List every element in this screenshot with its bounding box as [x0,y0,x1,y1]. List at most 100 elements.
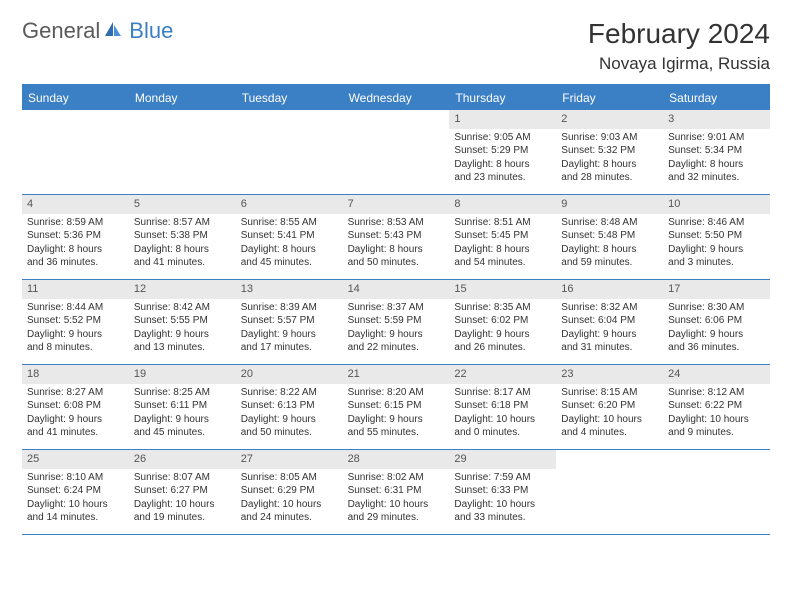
day-number: 26 [129,450,236,469]
day-number: 25 [22,450,129,469]
daylight-line: and 50 minutes. [241,426,338,440]
daylight-line: Daylight: 10 hours [241,498,338,512]
day-number: 21 [343,365,450,384]
daylight-line: and 13 minutes. [134,341,231,355]
day-cell: 4Sunrise: 8:59 AMSunset: 5:36 PMDaylight… [22,195,129,279]
daylight-line: Daylight: 8 hours [454,243,551,257]
sunset-line: Sunset: 6:04 PM [561,314,658,328]
daylight-line: Daylight: 10 hours [561,413,658,427]
brand-part2: Blue [129,18,173,44]
sail-icon [103,18,123,44]
day-cell: 7Sunrise: 8:53 AMSunset: 5:43 PMDaylight… [343,195,450,279]
daylight-line: and 22 minutes. [348,341,445,355]
daylight-line: Daylight: 9 hours [241,413,338,427]
sunrise-line: Sunrise: 9:03 AM [561,131,658,145]
sunset-line: Sunset: 5:41 PM [241,229,338,243]
daylight-line: and 9 minutes. [668,426,765,440]
daylight-line: and 19 minutes. [134,511,231,525]
sunset-line: Sunset: 6:29 PM [241,484,338,498]
sunset-line: Sunset: 5:57 PM [241,314,338,328]
day-cell: 17Sunrise: 8:30 AMSunset: 6:06 PMDayligh… [663,280,770,364]
day-number: 23 [556,365,663,384]
day-cell: 11Sunrise: 8:44 AMSunset: 5:52 PMDayligh… [22,280,129,364]
sunrise-line: Sunrise: 8:51 AM [454,216,551,230]
day-cell: 27Sunrise: 8:05 AMSunset: 6:29 PMDayligh… [236,450,343,534]
sunrise-line: Sunrise: 8:46 AM [668,216,765,230]
daylight-line: Daylight: 8 hours [27,243,124,257]
calendar-page: General Blue February 2024 Novaya Igirma… [0,0,792,553]
day-cell [663,450,770,534]
day-cell: 5Sunrise: 8:57 AMSunset: 5:38 PMDaylight… [129,195,236,279]
daylight-line: and 45 minutes. [134,426,231,440]
day-cell: 3Sunrise: 9:01 AMSunset: 5:34 PMDaylight… [663,110,770,194]
day-cell: 13Sunrise: 8:39 AMSunset: 5:57 PMDayligh… [236,280,343,364]
sunrise-line: Sunrise: 8:20 AM [348,386,445,400]
sunrise-line: Sunrise: 8:53 AM [348,216,445,230]
sunrise-line: Sunrise: 8:22 AM [241,386,338,400]
daylight-line: and 33 minutes. [454,511,551,525]
day-cell: 25Sunrise: 8:10 AMSunset: 6:24 PMDayligh… [22,450,129,534]
day-number: 13 [236,280,343,299]
daylight-line: Daylight: 8 hours [668,158,765,172]
day-number: 24 [663,365,770,384]
week-row: 11 Sunrise: 8:44 AMSunset: 5:52 PM Dayligh… [22,280,770,365]
day-number: 16 [556,280,663,299]
day-number: 3 [663,110,770,129]
daylight-line: and 17 minutes. [241,341,338,355]
day-number: 29 [449,450,556,469]
weeks-container: 1Sunrise: 9:05 AMSunset: 5:29 PMDaylight… [22,110,770,535]
header: General Blue February 2024 Novaya Igirma… [22,18,770,74]
week-row: 25Sunrise: 8:10 AMSunset: 6:24 PMDayligh… [22,450,770,535]
sunset-line: Sunset: 6:08 PM [27,399,124,413]
sunset-line: Sunset: 5:59 PM [348,314,445,328]
sunrise-line: Sunrise: 8:30 AM [668,301,765,315]
day-number: 27 [236,450,343,469]
week-row: 4Sunrise: 8:59 AMSunset: 5:36 PMDaylight… [22,195,770,280]
day-cell: 20Sunrise: 8:22 AMSunset: 6:13 PMDayligh… [236,365,343,449]
location-label: Novaya Igirma, Russia [588,54,770,74]
daylight-line: and 24 minutes. [241,511,338,525]
sunrise-line: Sunrise: 8:44 AM [27,301,124,315]
weekday-header: Friday [556,86,663,110]
day-cell [556,450,663,534]
sunset-line: Sunset: 5:43 PM [348,229,445,243]
day-cell: 28Sunrise: 8:02 AMSunset: 6:31 PMDayligh… [343,450,450,534]
day-number: 6 [236,195,343,214]
day-number: 9 [556,195,663,214]
sunset-line: Sunset: 6:02 PM [454,314,551,328]
sunset-line: Sunset: 6:11 PM [134,399,231,413]
day-number: 5 [129,195,236,214]
sunset-line: Sunset: 5:32 PM [561,144,658,158]
day-number: 17 [663,280,770,299]
day-cell: 15Sunrise: 8:35 AMSunset: 6:02 PMDayligh… [449,280,556,364]
day-number: 11 [22,280,129,299]
daylight-line: Daylight: 8 hours [561,243,658,257]
day-cell: 9Sunrise: 8:48 AMSunset: 5:48 PMDaylight… [556,195,663,279]
day-number: 22 [449,365,556,384]
sunset-line: Sunset: 6:18 PM [454,399,551,413]
week-row: 18Sunrise: 8:27 AMSunset: 6:08 PMDayligh… [22,365,770,450]
sunset-line: Sunset: 5:36 PM [27,229,124,243]
day-cell: 10Sunrise: 8:46 AMSunset: 5:50 PMDayligh… [663,195,770,279]
day-cell [22,110,129,194]
daylight-line: and 26 minutes. [454,341,551,355]
weekday-header-row: SundayMondayTuesdayWednesdayThursdayFrid… [22,86,770,110]
day-number: 19 [129,365,236,384]
weekday-header: Saturday [663,86,770,110]
sunset-line: Sunset: 5:50 PM [668,229,765,243]
sunrise-line: Sunrise: 8:37 AM [348,301,445,315]
week-row: 1Sunrise: 9:05 AMSunset: 5:29 PMDaylight… [22,110,770,195]
sunset-line: Sunset: 5:52 PM [27,314,124,328]
sunrise-line: Sunrise: 8:32 AM [561,301,658,315]
daylight-line: Daylight: 9 hours [561,328,658,342]
sunrise-line: Sunrise: 8:25 AM [134,386,231,400]
month-title: February 2024 [588,18,770,50]
sunrise-line: Sunrise: 8:48 AM [561,216,658,230]
sunrise-line: Sunrise: 8:10 AM [27,471,124,485]
weekday-header: Wednesday [343,86,450,110]
daylight-line: and 8 minutes. [27,341,124,355]
day-cell: 2Sunrise: 9:03 AMSunset: 5:32 PMDaylight… [556,110,663,194]
day-number: 18 [22,365,129,384]
day-cell: 19Sunrise: 8:25 AMSunset: 6:11 PMDayligh… [129,365,236,449]
day-number: 12 [129,280,236,299]
